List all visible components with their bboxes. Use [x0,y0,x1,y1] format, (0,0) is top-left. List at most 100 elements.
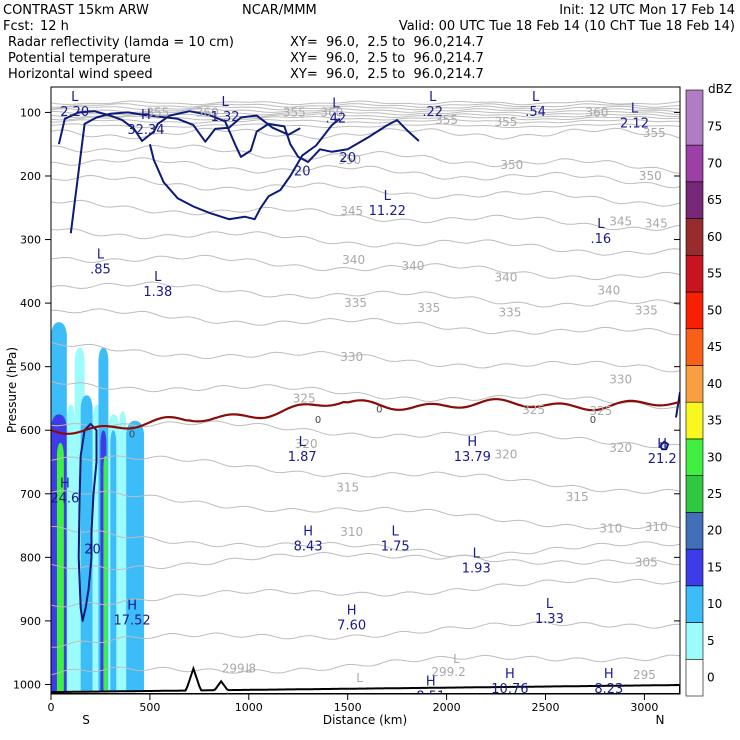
theta-contour-label: 345 [645,217,668,231]
plot-frame [50,86,681,695]
wind-contour [77,422,98,622]
theta-contour-label: 360 [585,105,608,119]
theta-contour-label: 325 [293,391,316,405]
wind-extremum-type: L [473,546,481,561]
colorbar-level-label: 15 [707,560,722,574]
theta-contour [51,254,680,281]
theta-contour-label: 310 [340,525,363,539]
theta-contour [51,100,680,106]
wind-extremum-value: 1.32 [211,110,240,125]
theta-contour [51,420,680,448]
colorbar-swatch [685,89,704,146]
theta-contour-label: 340 [342,253,365,267]
theta-contour [51,380,680,410]
radar-reflectivity-layer [51,322,144,694]
colorbar-swatch [685,512,704,550]
theta-contour-label: 300.5 [67,700,101,714]
field-wind-xy: XY= 96.0, 2.5 to 96.0,214.7 [290,67,484,82]
field-wind-name: Horizontal wind speed [8,67,153,82]
freezing-level-layer [51,398,680,435]
theta-contour [51,654,680,676]
colorbar: dBZ 0 5 10 15 20 25 30 35 40 45 50 55 60 65 70 75 [685,82,732,697]
wind-extremum-value: 2.12 [620,116,649,131]
colorbar-level-label: 30 [707,450,722,464]
theta-contour [51,577,680,608]
fcst-label: Fcst: [3,19,34,34]
colorbar-swatch [685,144,704,183]
wind-extremum-value: 1.75 [381,540,410,555]
annotation-layer: 355 360 355 360 355 355 360 355 350 350 350 345 345 3… [51,90,677,714]
theta-contour [51,199,680,232]
theta-contour [51,103,680,108]
wind-extremum-type: H [60,476,70,491]
colorbar-swatch [685,365,704,403]
wind-extremum-value: 21.2 [648,452,677,467]
theta-contour-label: 310 [599,522,622,536]
theta-contour-label: 305 [635,555,658,569]
theta-contour [51,110,680,116]
freezing-level-label: 0 [315,415,321,426]
wind-extremum-value: .22 [422,105,443,120]
x-axis-right-end: N [656,713,665,727]
wind-extremum-value: 8.23 [594,682,623,697]
theta-contour-label: 315 [566,490,589,504]
theta-contour-label: 360 [320,105,343,119]
theta-contour-label: 335 [635,304,658,318]
colorbar-swatch [685,622,704,660]
theta-contour-label: 299.2 [431,665,465,679]
theta-contour [51,127,680,140]
colorbar-swatch [685,401,704,440]
wind-extremum-type: H [604,667,614,682]
wind-extremum-value: 8.43 [294,540,323,555]
wind-extremum-value: 10.76 [491,682,528,697]
radar-column [70,455,79,694]
wind-extremum-value: 13.79 [454,450,491,465]
theta-low-marker: L [245,662,252,676]
x-tick-label: 1500 [334,701,362,714]
colorbar-swatch [685,658,704,697]
theta-contour [51,526,680,566]
x-tick-label: 0 [48,701,55,714]
radar-column [110,430,117,694]
x-axis-left-end: S [82,713,90,727]
wind-extremum-type: L [221,95,229,110]
wind-extremum-value: .54 [525,105,546,120]
wind-extremum-value: .85 [90,263,111,278]
theta-contour-label: 320 [295,437,318,451]
x-axis-label: Distance (km) [323,713,407,727]
colorbar-level-label: 5 [707,634,715,648]
theta-contour-label: 320 [494,447,517,461]
wind-contour [675,391,680,418]
colorbar-level-label: 60 [707,230,722,244]
y-tick-label: 200 [20,170,41,183]
colorbar-level-label: 45 [707,340,722,354]
wind-extremum-value: 1.38 [143,285,172,300]
colorbar-swatch [685,438,704,476]
wind-extremum-value: 1.33 [535,612,564,627]
theta-contour-label: 340 [494,271,517,285]
theta-contour-label: 330 [340,350,363,364]
theta-contour-label: 335 [498,306,521,320]
theta-low-marker: L [453,652,460,666]
y-axis-label: Pressure (hPa) [5,347,19,433]
wind-extremum-type: L [546,597,554,612]
colorbar-level-label: 50 [707,303,722,317]
y-tick-label: 100 [20,106,41,119]
theta-contour [51,105,680,111]
theta-contour-label: 330 [609,372,632,386]
wind-extremum-value: 17.52 [113,613,150,628]
theta-contour [51,541,680,571]
init-time: Init: 12 UTC Mon 17 Feb 14 [559,3,735,18]
wind-contour [659,440,670,451]
wind-extremum-type: H [505,667,515,682]
y-tick-label: 500 [20,361,41,374]
fcst-value: 12 h [40,19,69,34]
wind-extremum-type: L [97,248,105,263]
theta-contour [51,115,680,121]
wind-extremum-type: L [384,189,392,204]
colorbar-swatch [685,548,704,587]
colorbar-level-label: 75 [707,120,722,134]
wind-extremum-type: H [426,675,436,690]
theta-contour [51,113,680,119]
